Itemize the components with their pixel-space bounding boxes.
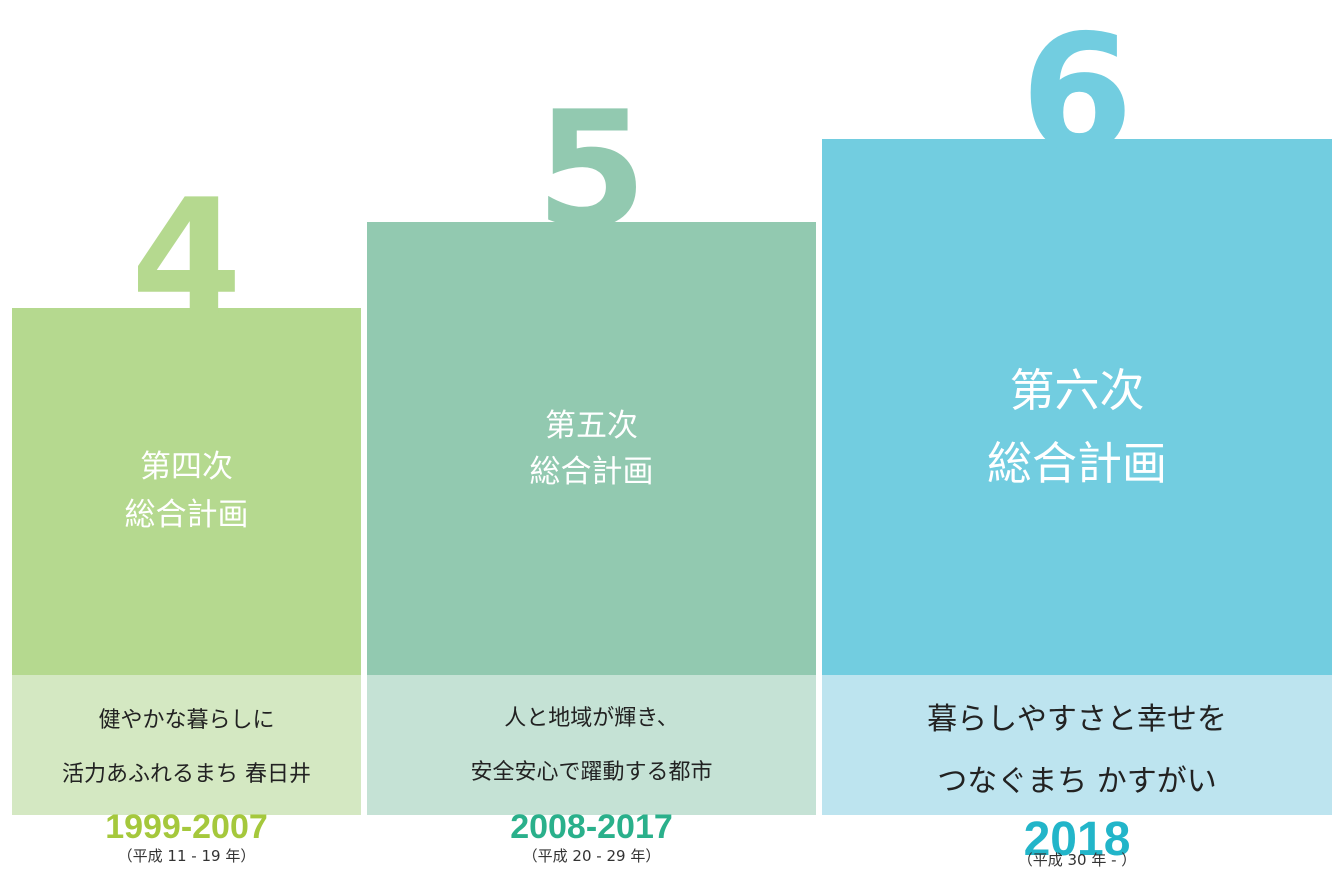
plan-era: （平成 20 - 29 年）: [522, 847, 661, 865]
plan-title: 第六次: [1009, 364, 1145, 417]
plan-title: 総合計画: [124, 497, 249, 533]
plan-slogan: 健やかな暮らしに: [98, 708, 275, 733]
column-lower: [367, 675, 816, 815]
plan-years: 2018: [1023, 813, 1131, 866]
plan-years: 2008-2017: [510, 808, 673, 846]
plan-era: （平成 11 - 19 年）: [117, 847, 256, 865]
plan-title: 第五次: [545, 408, 638, 444]
plan-number: 4: [130, 164, 243, 351]
column-upper: [367, 222, 816, 675]
plan-slogan: 人と地域が輝き、: [504, 706, 679, 731]
column-upper: [822, 139, 1332, 675]
plan-years: 1999-2007: [105, 808, 268, 846]
column-lower: [822, 675, 1332, 815]
plan-slogan: つなぐまち かすがい: [937, 764, 1217, 799]
plan-slogan: 安全安心で躍動する都市: [470, 760, 713, 785]
column-upper: [12, 308, 361, 675]
plan-slogan: 暮らしやすさと幸せを: [927, 702, 1227, 737]
plan-number: 6: [1020, 1, 1134, 189]
plan-number: 5: [535, 76, 648, 263]
plan-title: 総合計画: [986, 437, 1167, 490]
plan-title: 第四次: [140, 449, 233, 485]
plan-slogan: 活力あふれるまち 春日井: [62, 762, 311, 787]
plan-title: 総合計画: [529, 454, 654, 490]
plan-era: （平成 30 年 - ）: [1017, 851, 1137, 869]
column-lower: [12, 675, 361, 815]
